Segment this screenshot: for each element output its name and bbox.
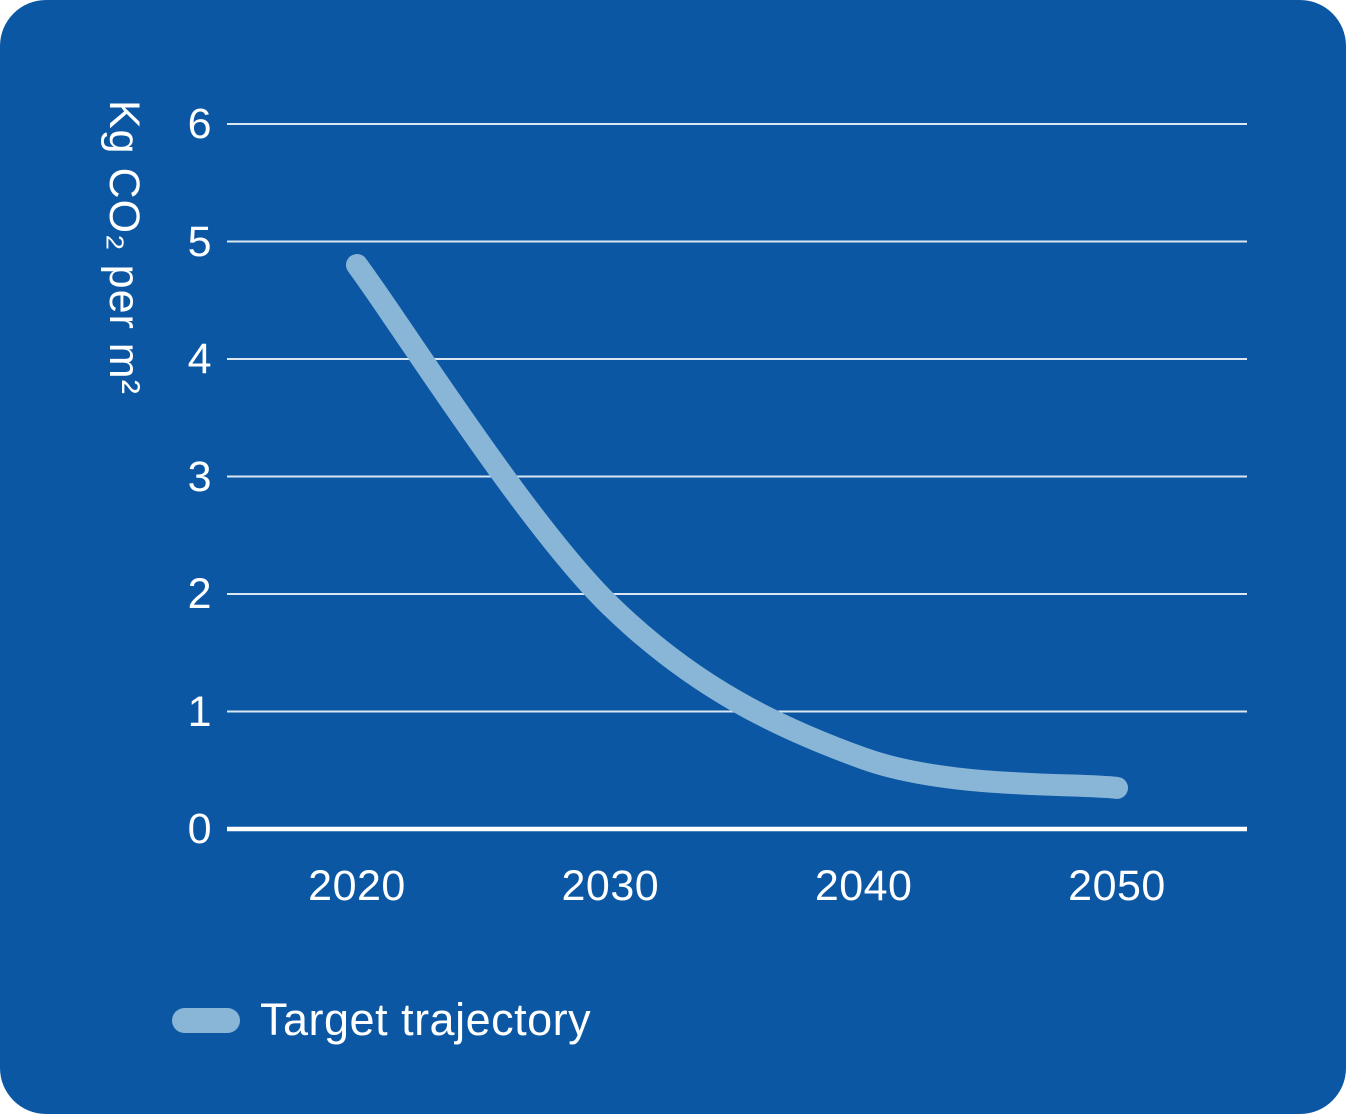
- target-trajectory-line: [346, 254, 1128, 799]
- y-tick-label-5: 5: [187, 217, 212, 266]
- y-tick-label-3: 3: [187, 452, 212, 501]
- y-tick-label-1: 1: [187, 687, 212, 736]
- y-tick-label-2: 2: [187, 570, 212, 618]
- x-tick-label-2050: 2050: [1068, 862, 1166, 910]
- x-tick-label-2040: 2040: [814, 862, 913, 910]
- y-tick-label-0: 0: [187, 805, 212, 853]
- legend-label-target-trajectory: Target trajectory: [260, 994, 592, 1045]
- x-tick-label-2020: 2020: [308, 862, 406, 910]
- legend-swatch-target-trajectory: [172, 1007, 240, 1033]
- legend: Target trajectory: [172, 994, 591, 1046]
- x-tick-label-2030: 2030: [561, 862, 660, 910]
- y-tick-label-6: 6: [187, 100, 212, 148]
- y-tick-label-4: 4: [187, 335, 212, 383]
